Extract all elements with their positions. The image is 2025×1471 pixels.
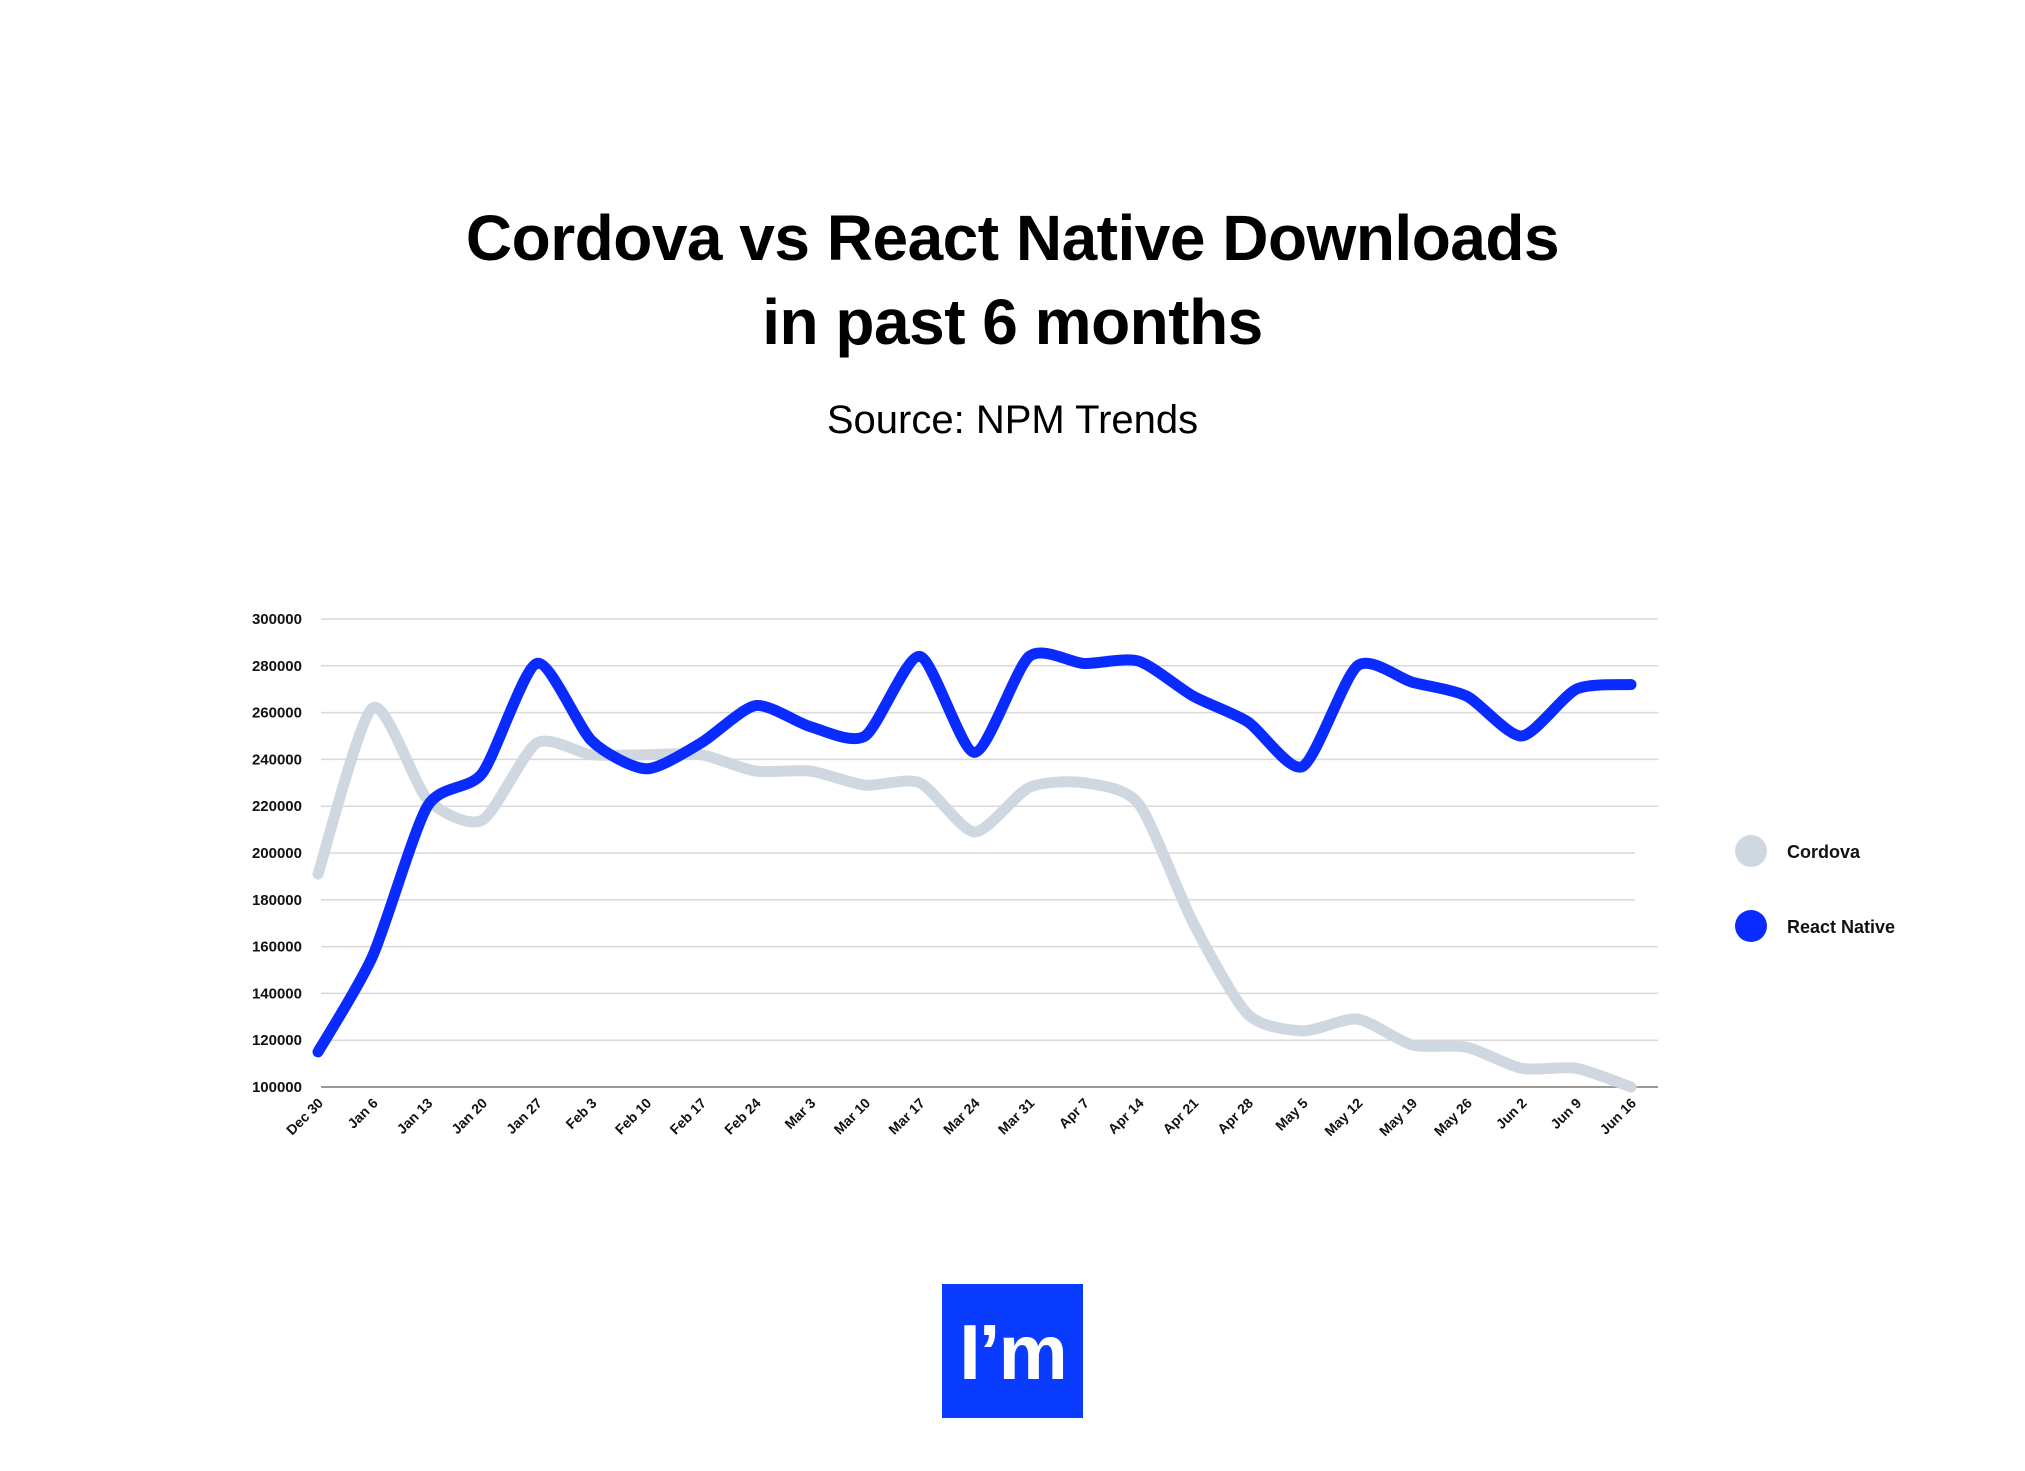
chart-title-line1: Cordova vs React Native Downloads	[465, 202, 1560, 274]
x-tick-label: Mar 31	[995, 1095, 1038, 1138]
y-tick-label: 280000	[252, 658, 302, 675]
x-axis: Dec 30 Jan 6 Jan 13 Jan 20 Jan 27 Feb 3 Feb 10…	[283, 1095, 1639, 1139]
react-native-legend-dot-icon	[1735, 910, 1767, 942]
x-tick-label: Mar 17	[885, 1095, 928, 1138]
y-axis: 300000 280000 260000 240000 220000 200000 1800…	[252, 611, 302, 1096]
y-tick-label: 140000	[252, 985, 302, 1002]
x-tick-label: Apr 21	[1159, 1095, 1201, 1137]
legend-label-react-native: React Native	[1787, 917, 1895, 937]
x-tick-label: Feb 10	[612, 1095, 655, 1138]
x-tick-label: Jun 16	[1596, 1095, 1639, 1138]
x-tick-label: Apr 7	[1055, 1095, 1092, 1132]
x-tick-label: Feb 3	[562, 1095, 599, 1132]
y-tick-label: 240000	[252, 751, 302, 768]
x-tick-label: May 12	[1321, 1095, 1365, 1139]
chart-title: Cordova vs React Native Downloads in pas…	[0, 196, 2025, 364]
legend: Cordova React Native	[1735, 835, 1895, 942]
x-tick-label: Jan 6	[344, 1095, 381, 1132]
x-tick-label: Jun 9	[1547, 1095, 1584, 1132]
cordova-legend-dot-icon	[1735, 835, 1767, 867]
legend-item-cordova[interactable]: Cordova	[1735, 835, 1861, 867]
x-tick-label: Mar 3	[781, 1095, 818, 1132]
x-tick-label: May 26	[1431, 1095, 1475, 1139]
x-tick-label: Apr 28	[1214, 1095, 1256, 1137]
x-tick-label: May 5	[1272, 1095, 1311, 1134]
x-tick-label: Mar 10	[831, 1095, 874, 1138]
x-tick-label: Jan 13	[393, 1095, 435, 1137]
y-tick-label: 260000	[252, 705, 302, 722]
x-tick-label: Jan 27	[503, 1095, 545, 1137]
y-tick-label: 200000	[252, 845, 302, 862]
x-tick-label: Apr 14	[1105, 1095, 1147, 1137]
chart-title-line2: in past 6 months	[762, 286, 1263, 358]
chart-subtitle: Source: NPM Trends	[826, 398, 1199, 442]
y-tick-label: 180000	[252, 892, 302, 909]
react-native-line	[312, 647, 1637, 1058]
x-tick-label: Dec 30	[283, 1095, 326, 1138]
cordova-line	[312, 702, 1637, 1093]
y-tick-label: 100000	[252, 1079, 302, 1096]
x-tick-label: Jan 20	[448, 1095, 490, 1137]
x-tick-label: Feb 17	[666, 1095, 709, 1138]
y-tick-label: 160000	[252, 939, 302, 956]
brand-logo: I’m	[942, 1284, 1083, 1418]
x-tick-label: Mar 24	[940, 1095, 983, 1138]
series-lines	[312, 647, 1637, 1093]
brand-logo-text: I’m	[959, 1308, 1068, 1396]
legend-label-cordova: Cordova	[1787, 842, 1861, 862]
y-tick-label: 300000	[252, 611, 302, 628]
legend-item-react-native[interactable]: React Native	[1735, 910, 1895, 942]
x-tick-label: May 19	[1376, 1095, 1420, 1139]
y-tick-label: 220000	[252, 798, 302, 815]
x-tick-label: Jun 2	[1493, 1095, 1530, 1132]
x-tick-label: Feb 24	[721, 1095, 764, 1138]
y-tick-label: 120000	[252, 1032, 302, 1049]
